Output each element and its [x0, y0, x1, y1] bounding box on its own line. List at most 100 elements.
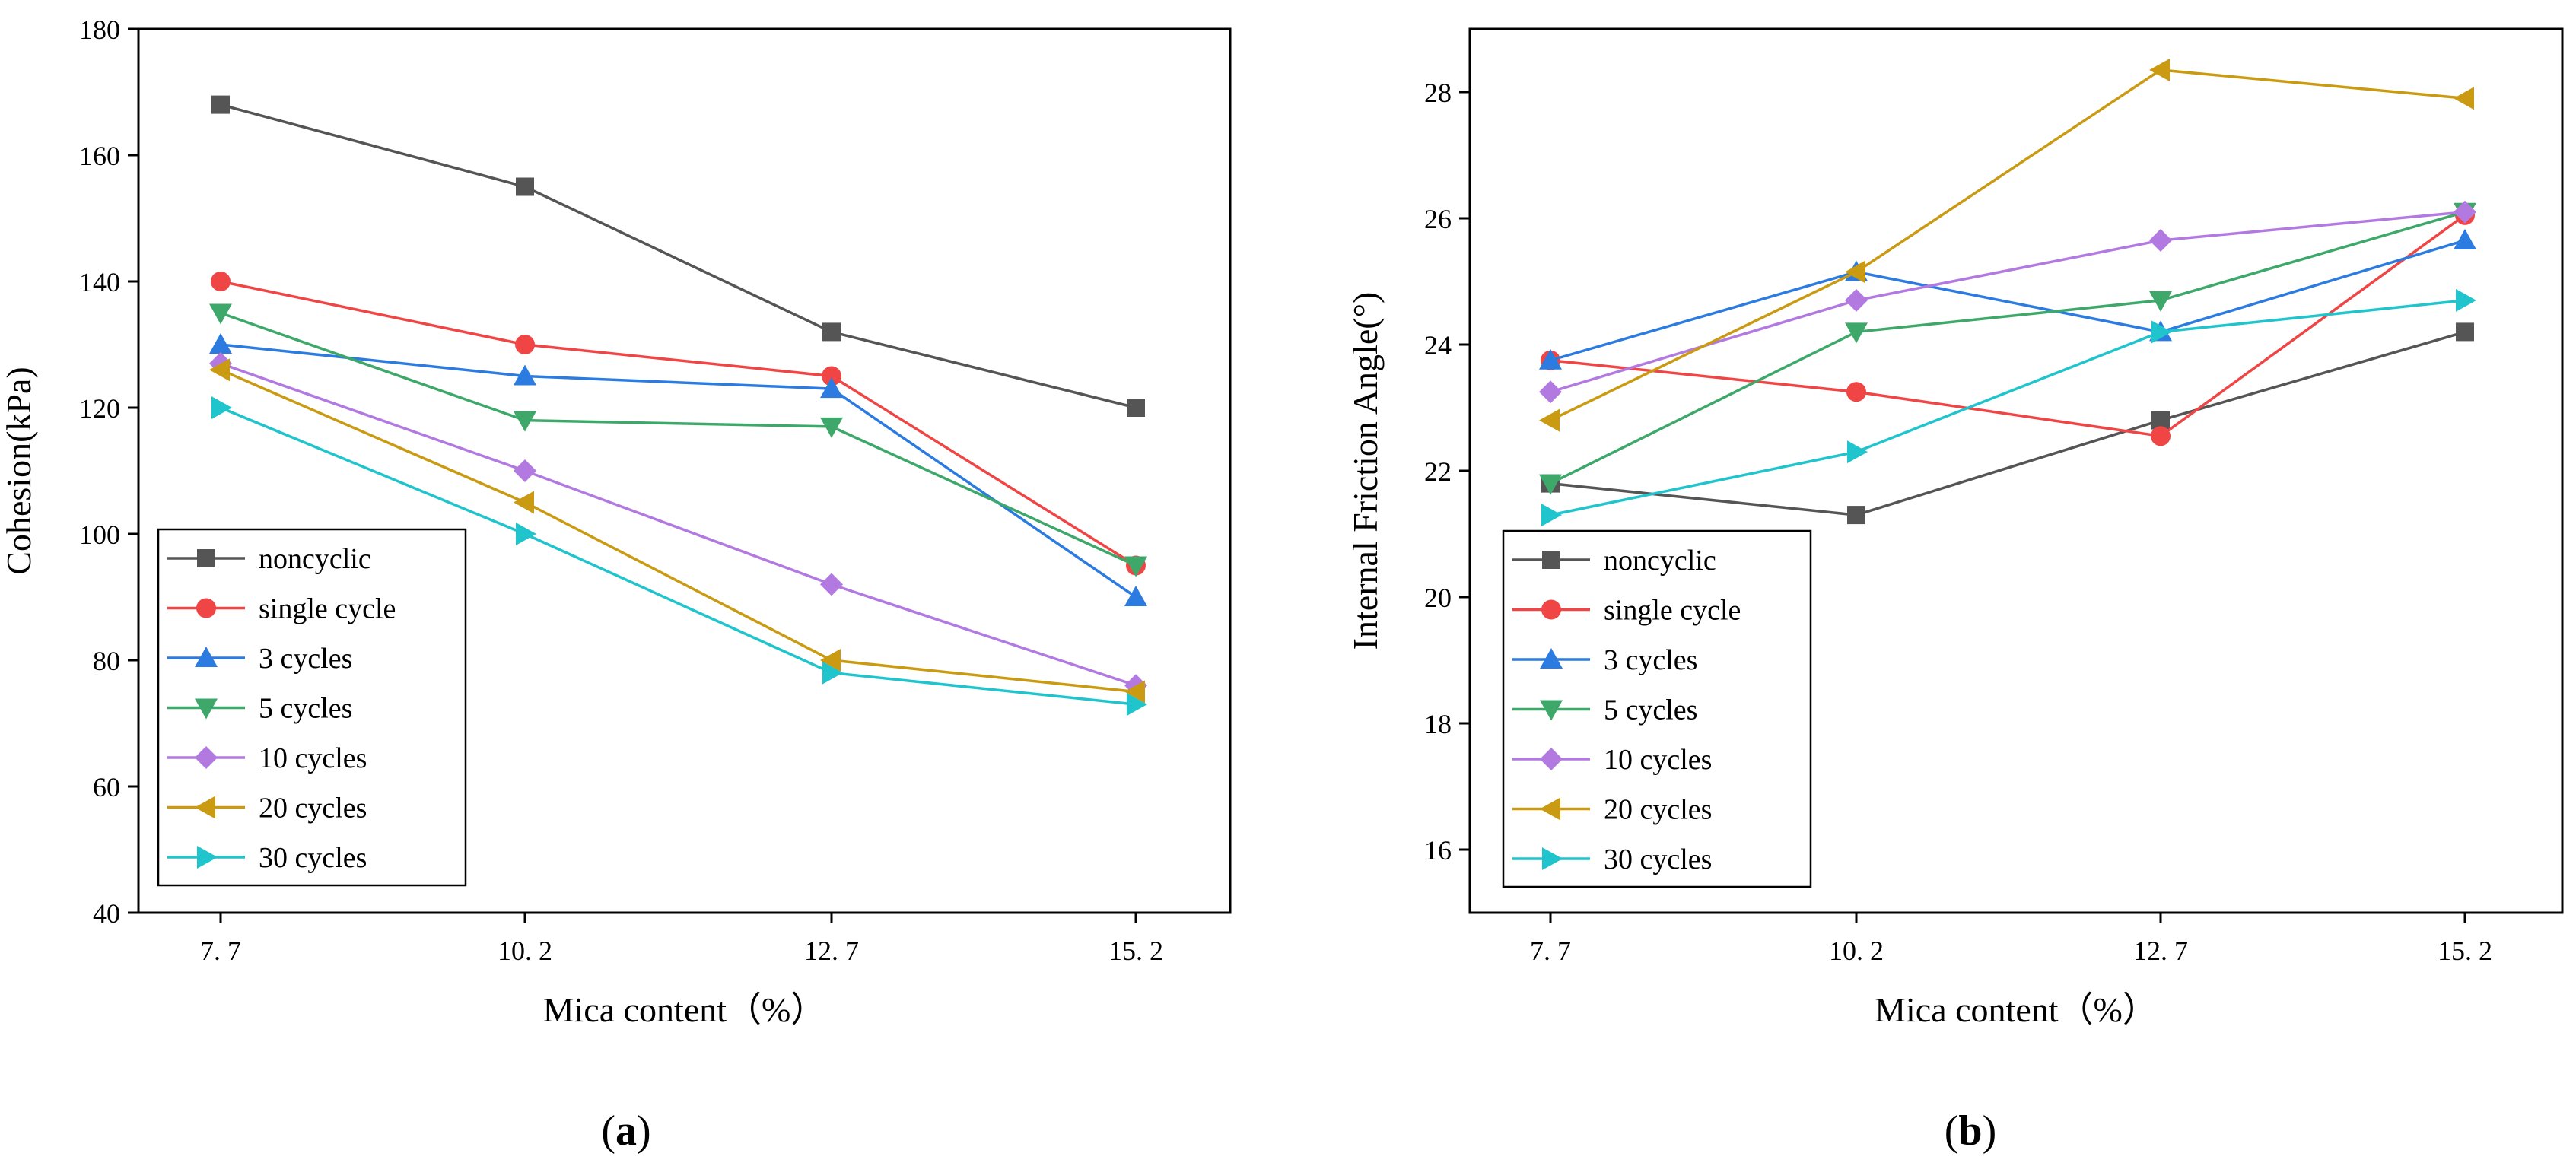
legend-label: single cycle — [259, 593, 396, 625]
data-point-noncyclic — [822, 322, 841, 342]
y-tick-label: 60 — [93, 772, 120, 802]
plot-frame — [137, 27, 1232, 914]
data-point-noncyclic — [211, 95, 230, 114]
y-tick-label: 180 — [79, 14, 120, 45]
y-tick-label: 16 — [1424, 835, 1452, 866]
data-point-10-cycles — [2149, 229, 2172, 253]
legend-label: single cycle — [1604, 595, 1741, 627]
x-tick-label: 12. 7 — [804, 936, 859, 966]
x-axis-title: Mica content（%） — [1875, 990, 2158, 1029]
series-line-noncyclic — [1550, 330, 2466, 516]
data-point-10-cycles — [1539, 380, 1562, 404]
legend-label: 5 cycles — [1604, 694, 1697, 726]
data-point-5-cycles — [514, 411, 536, 432]
legend-marker — [1542, 847, 1563, 870]
legend-label: 10 cycles — [1604, 744, 1712, 776]
legend-marker — [1540, 700, 1563, 721]
legend-label: noncyclic — [259, 543, 371, 575]
data-point-20-cycles — [1124, 680, 1145, 704]
series-line-5-cycles — [1550, 211, 2466, 485]
x-tick-label: 7. 7 — [200, 936, 241, 966]
data-point-3-cycles — [514, 364, 536, 386]
legend-label: 5 cycles — [259, 693, 352, 725]
legend: noncyclic single cycle 3 cycles 5 cycles 10 … — [157, 528, 467, 887]
data-point-3-cycles — [820, 377, 843, 399]
y-tick-label: 18 — [1424, 709, 1452, 739]
data-point-3-cycles — [209, 333, 232, 354]
legend-marker — [1540, 648, 1563, 669]
x-axis-title: Mica content（%） — [543, 990, 826, 1029]
data-point-20-cycles — [209, 358, 230, 382]
series-line-30-cycles — [220, 406, 1137, 706]
data-point-5-cycles — [1845, 322, 1868, 344]
series-line-single-cycle — [220, 280, 1137, 567]
data-point-5-cycles — [1539, 474, 1562, 495]
series-line-20-cycles — [1550, 68, 2466, 422]
data-point-10-cycles — [2454, 200, 2476, 224]
legend-marker — [195, 796, 215, 819]
data-point-30-cycles — [211, 396, 232, 419]
data-point-20-cycles — [1539, 408, 1560, 432]
panel-caption: (a) — [601, 1107, 650, 1155]
legend-marker — [195, 698, 218, 720]
legend-label: 20 cycles — [259, 793, 367, 824]
series-line-3-cycles — [220, 343, 1137, 599]
data-point-noncyclic — [516, 177, 534, 196]
legend-label: 20 cycles — [1604, 794, 1712, 826]
series-line-noncyclic — [220, 103, 1137, 409]
data-point-20-cycles — [2149, 58, 2170, 81]
data-point-30-cycles — [2151, 320, 2172, 344]
data-point-20-cycles — [820, 649, 841, 672]
y-tick-label: 140 — [79, 267, 120, 297]
legend-marker — [195, 746, 218, 769]
data-point-single-cycle — [2151, 426, 2171, 446]
data-point-3-cycles — [1124, 586, 1147, 606]
x-tick-label: 15. 2 — [2438, 936, 2492, 966]
data-point-noncyclic — [2456, 322, 2474, 342]
legend-label: noncyclic — [1604, 545, 1716, 577]
data-point-30-cycles — [516, 523, 536, 545]
y-tick-label: 80 — [93, 646, 120, 676]
x-tick-label: 10. 2 — [1829, 936, 1884, 966]
x-tick-label: 7. 7 — [1530, 936, 1571, 966]
data-point-30-cycles — [822, 661, 843, 685]
y-tick-label: 24 — [1424, 330, 1452, 361]
chart-panel-a: 40 60 80 100 120 140 160 180 7. 7 10. 2 12. 7 15. 2… — [0, 14, 1232, 1155]
legend-marker — [1540, 748, 1563, 770]
data-point-20-cycles — [1845, 260, 1865, 284]
legend-marker — [197, 846, 218, 869]
legend-label: 30 cycles — [259, 842, 367, 874]
legend-marker — [195, 647, 218, 667]
data-point-20-cycles — [2454, 87, 2474, 110]
y-axis-title: Cohesion(kPa) — [0, 367, 38, 574]
data-point-single-cycle — [1846, 382, 1866, 402]
legend-label: 3 cycles — [259, 643, 352, 675]
legend-label: 30 cycles — [1604, 844, 1712, 875]
x-tick-label: 12. 7 — [2133, 936, 2188, 966]
data-point-5-cycles — [2149, 291, 2172, 312]
series-line-20-cycles — [220, 368, 1137, 694]
data-point-3-cycles — [1539, 348, 1562, 370]
data-point-30-cycles — [1541, 504, 1562, 527]
chart-panel-b: 16 18 20 22 24 26 28 7. 7 10. 2 12. 7 15. 2 Mica co… — [1346, 27, 2564, 1155]
y-tick-label: 28 — [1424, 78, 1452, 108]
data-point-10-cycles — [514, 459, 536, 482]
legend-marker — [1542, 551, 1560, 569]
data-point-5-cycles — [820, 417, 843, 438]
data-point-5-cycles — [1124, 556, 1147, 577]
y-tick-label: 160 — [79, 141, 120, 171]
series-line-single-cycle — [1550, 214, 2466, 438]
legend-marker — [1540, 797, 1560, 821]
x-tick-label: 10. 2 — [498, 936, 552, 966]
y-tick-label: 22 — [1424, 456, 1452, 487]
data-point-10-cycles — [820, 573, 843, 596]
legend-label: 10 cycles — [259, 742, 367, 774]
x-tick-label: 15. 2 — [1108, 936, 1163, 966]
series-line-10-cycles — [220, 362, 1137, 687]
data-point-20-cycles — [514, 491, 534, 514]
legend-marker — [1541, 599, 1561, 620]
legend: noncyclic single cycle 3 cycles 5 cycles 10 … — [1502, 529, 1812, 888]
series-line-30-cycles — [1550, 299, 2466, 516]
data-point-30-cycles — [1127, 693, 1147, 716]
